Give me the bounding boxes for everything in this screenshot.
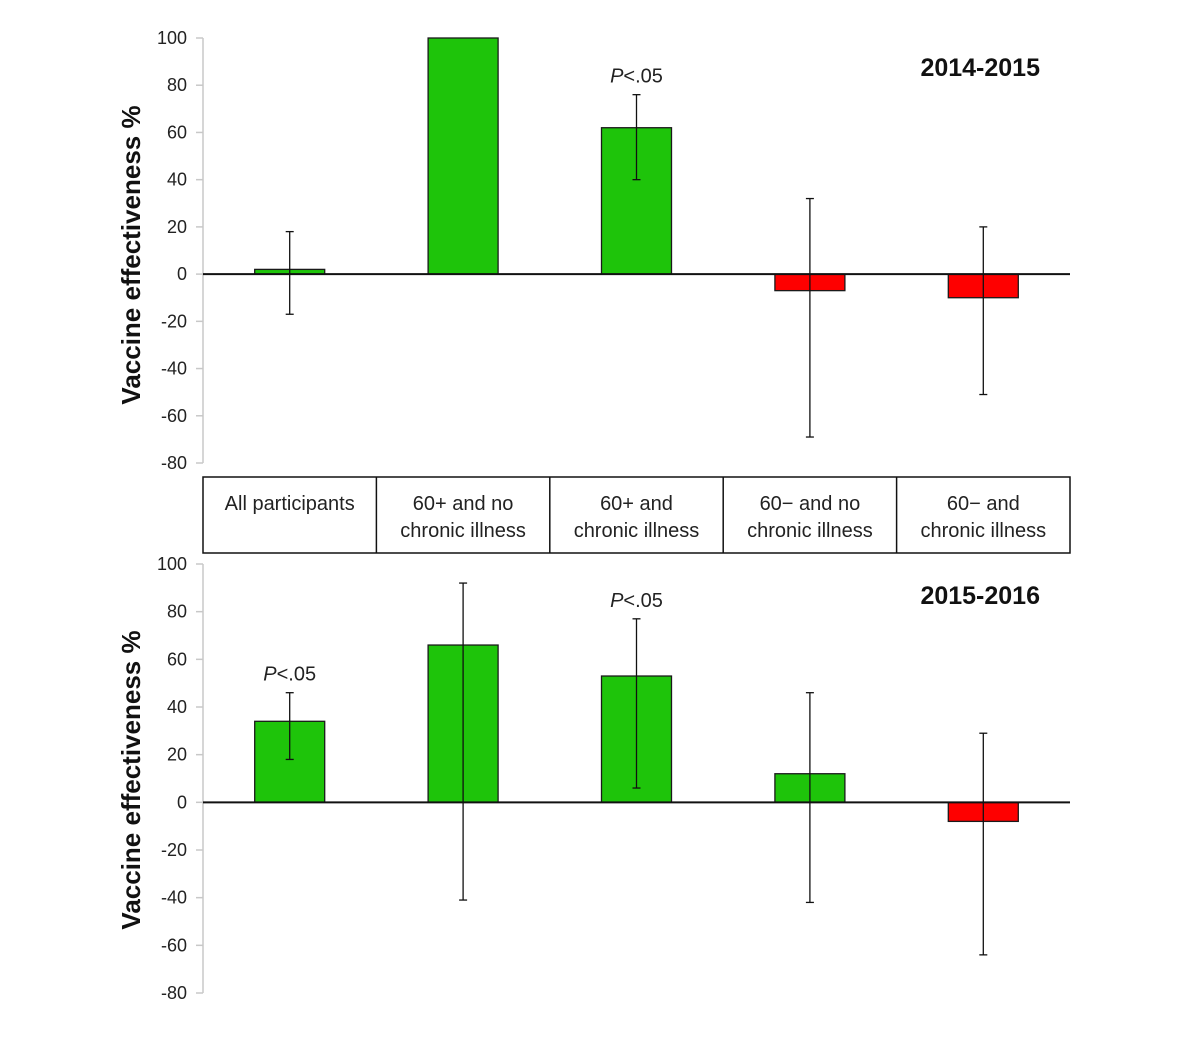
y-tick-label: 100 xyxy=(157,28,187,48)
y-tick-label: 40 xyxy=(167,697,187,717)
error-bar xyxy=(632,94,641,181)
y-tick-label: 40 xyxy=(167,170,187,190)
chart-title: 2015-2016 xyxy=(920,582,1040,610)
y-tick-label: 20 xyxy=(167,217,187,237)
y-tick-label: -40 xyxy=(161,888,187,908)
error-bar xyxy=(805,692,814,904)
y-tick-label: 0 xyxy=(177,792,187,812)
y-tick-label: 60 xyxy=(167,649,187,669)
y-tick-label: 20 xyxy=(167,745,187,765)
table-border xyxy=(202,476,1071,554)
chart-title: 2014-2015 xyxy=(920,54,1040,82)
y-tick-label: -60 xyxy=(161,406,187,426)
y-axis-label: Vaccine effectiveness % xyxy=(116,630,146,929)
significance-label: P<.05 xyxy=(263,664,316,686)
error-bar xyxy=(805,197,814,438)
error-bar xyxy=(979,226,988,396)
error-bar xyxy=(285,230,294,315)
error-bar xyxy=(459,582,468,901)
significance-label: P<.05 xyxy=(610,66,663,88)
y-tick-label: -60 xyxy=(161,935,187,955)
error-bar xyxy=(979,732,988,956)
bar xyxy=(427,37,499,275)
chart-2015-2016: 100 80 60 40 20 0 -20 -40 -60 -80 Vaccine effectiv… xyxy=(116,554,1070,1003)
y-tick-label: 80 xyxy=(167,602,187,622)
significance-label: P<.05 xyxy=(610,590,663,612)
y-tick-label: -80 xyxy=(161,453,187,473)
y-tick-label: 60 xyxy=(167,122,187,142)
chart-2014-2015: 100 80 60 40 20 0 -20 -40 -60 -80 Vaccine effectiv… xyxy=(116,28,1070,473)
y-tick-label: -20 xyxy=(161,840,187,860)
y-tick-label: 0 xyxy=(177,264,187,284)
error-bar xyxy=(285,692,294,761)
y-tick-label: 80 xyxy=(167,75,187,95)
category-label: 60− and no chronic illness xyxy=(747,493,873,542)
y-tick-label: 100 xyxy=(157,554,187,574)
category-label: All participants xyxy=(225,493,355,515)
category-table: All participants 60+ and no chronic illnes… xyxy=(202,476,1071,554)
error-bar xyxy=(632,618,641,789)
y-tick-label: -80 xyxy=(161,983,187,1003)
category-label: 60− and chronic illness xyxy=(920,493,1046,542)
y-tick-label: -20 xyxy=(161,311,187,331)
y-axis-label: Vaccine effectiveness % xyxy=(116,105,146,404)
category-label: 60+ and chronic illness xyxy=(574,493,700,542)
category-label: 60+ and no chronic illness xyxy=(400,493,526,542)
y-tick-label: -40 xyxy=(161,359,187,379)
